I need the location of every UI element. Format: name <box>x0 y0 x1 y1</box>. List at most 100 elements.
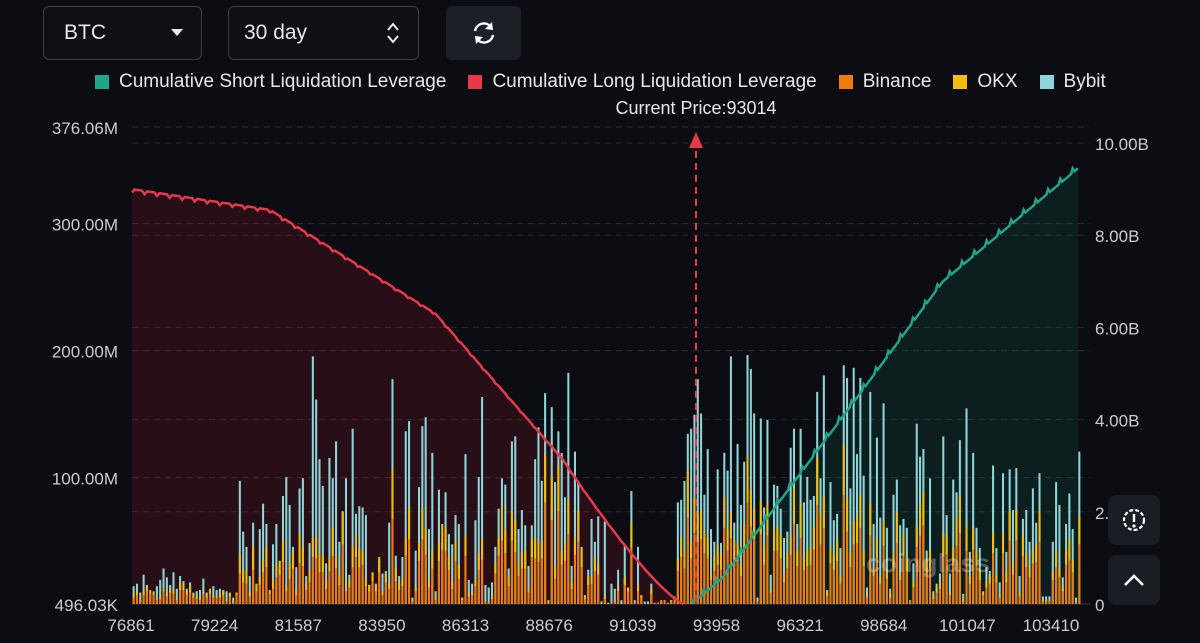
bar-binance <box>344 591 348 604</box>
bar-okx <box>650 588 653 594</box>
bar-okx <box>238 554 241 574</box>
bar-binance <box>703 553 706 604</box>
bar-okx <box>1078 516 1081 545</box>
bar-binance <box>135 595 139 604</box>
bar-binance <box>819 544 822 604</box>
bar-okx <box>567 499 570 535</box>
bar-okx <box>149 590 152 594</box>
bar-bybit <box>952 479 955 604</box>
bar-binance <box>497 555 500 604</box>
bar-binance <box>593 570 596 604</box>
bar-binance <box>185 595 188 604</box>
bar-okx <box>255 583 258 592</box>
current-price-arrow <box>689 132 703 148</box>
bar-okx <box>875 537 878 559</box>
bar-okx <box>341 512 344 545</box>
bar-okx <box>408 507 411 540</box>
bar-okx <box>441 523 444 550</box>
bar-binance <box>590 583 593 604</box>
bar-binance <box>215 597 218 604</box>
bar-bybit <box>534 459 537 604</box>
bar-binance <box>952 563 955 604</box>
bar-bybit <box>928 478 932 604</box>
bar-okx <box>451 581 454 589</box>
legend-item-long[interactable]: Cumulative Long Liquidation Leverage <box>468 71 817 93</box>
bar-okx <box>189 586 192 593</box>
bar-okx <box>1008 511 1011 541</box>
bar-okx <box>374 584 377 592</box>
bar-binance <box>746 502 749 604</box>
bar-okx <box>265 546 268 568</box>
bar-okx <box>885 570 888 579</box>
bar-okx <box>195 596 198 599</box>
bar-okx <box>1005 572 1008 583</box>
bar-okx <box>932 596 935 599</box>
bar-bybit <box>457 523 460 604</box>
scroll-top-button[interactable] <box>1108 555 1160 605</box>
bar-binance <box>743 549 746 604</box>
bar-binance <box>965 550 968 604</box>
bar-binance <box>540 558 543 604</box>
bar-binance <box>849 567 852 604</box>
bar-binance <box>633 602 636 604</box>
refresh-button[interactable] <box>446 6 521 60</box>
bar-okx <box>245 572 248 584</box>
bar-binance <box>902 555 905 604</box>
bar-binance <box>670 601 673 604</box>
coin-select[interactable]: BTC <box>43 6 202 60</box>
bar-bybit <box>139 592 142 604</box>
bar-bybit <box>487 587 490 604</box>
bar-binance <box>769 592 772 604</box>
bar-binance <box>862 565 865 604</box>
bar-okx <box>358 549 361 568</box>
bar-binance <box>690 558 693 604</box>
bar-bybit <box>716 469 719 604</box>
bar-binance <box>484 601 487 604</box>
bar-okx <box>222 590 225 596</box>
bar-binance <box>325 588 328 604</box>
legend-item-okx[interactable]: OKX <box>953 71 1018 93</box>
bar-okx <box>232 601 235 603</box>
bar-okx <box>132 593 135 598</box>
bar-bybit <box>899 525 902 604</box>
legend-label: Bybit <box>1063 71 1106 92</box>
bar-bybit <box>620 600 623 604</box>
bar-okx <box>421 507 424 540</box>
bar-okx <box>281 540 285 563</box>
bar-binance <box>391 518 394 604</box>
bar-bybit <box>474 520 477 604</box>
bar-bybit <box>311 356 314 604</box>
bar-bybit <box>451 544 454 604</box>
bar-okx <box>467 593 470 597</box>
bar-bybit <box>1048 596 1051 604</box>
caret-down-icon <box>171 29 183 36</box>
bar-okx <box>198 598 202 601</box>
legend-item-short[interactable]: Cumulative Short Liquidation Leverage <box>95 71 446 93</box>
bar-okx <box>507 577 510 587</box>
bar-okx <box>829 548 832 564</box>
bar-okx <box>713 555 716 571</box>
legend-item-bybit[interactable]: Bybit <box>1039 71 1106 93</box>
bar-binance <box>753 537 756 604</box>
bar-binance <box>398 590 401 604</box>
bar-okx <box>952 548 955 564</box>
bar-binance <box>514 551 517 604</box>
bar-bybit <box>706 449 709 604</box>
bar-binance <box>739 576 742 604</box>
bar-binance <box>268 593 271 604</box>
bar-okx <box>766 504 769 536</box>
bar-binance <box>872 576 875 604</box>
info-button[interactable] <box>1108 495 1160 545</box>
bar-binance <box>149 593 152 604</box>
bar-bybit <box>554 482 557 604</box>
bar-bybit <box>942 436 945 604</box>
bar-binance <box>447 569 450 604</box>
legend-item-binance[interactable]: Binance <box>838 71 931 93</box>
bar-bybit <box>729 356 732 604</box>
bar-okx <box>1021 535 1024 556</box>
bar-bybit <box>573 451 577 604</box>
bar-binance <box>378 572 381 604</box>
bar-okx <box>1038 510 1041 542</box>
bar-binance <box>975 565 978 604</box>
range-select[interactable]: 30 day <box>228 6 419 60</box>
